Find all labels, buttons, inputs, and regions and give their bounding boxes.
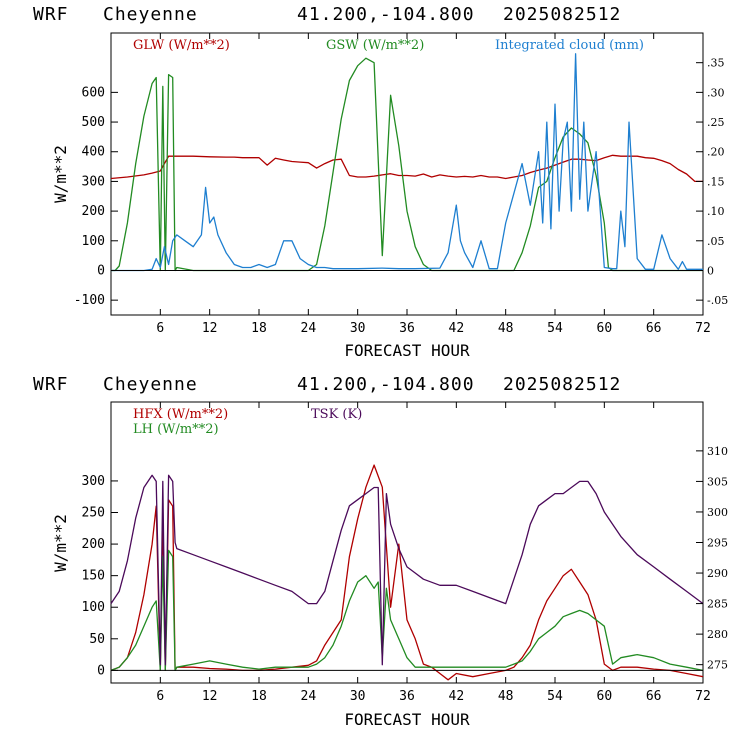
top-y2-tick-label-8: .35 bbox=[707, 57, 725, 70]
top-x-tick-label-1: 12 bbox=[202, 321, 218, 336]
bottom-legend-lh: LH (W/m**2) bbox=[133, 422, 219, 437]
top-x-tick-label-5: 36 bbox=[399, 321, 415, 336]
bottom-y2-tick-label-4: 295 bbox=[707, 537, 728, 550]
top-axis-ticks: 6 12 18 24 30 36 42 48 54 60 66 72 -100 0 100 200 300 400… bbox=[74, 33, 728, 336]
bottom-plot-frame bbox=[110, 401, 704, 684]
top-header-coords: 41.200,-104.800 bbox=[297, 4, 475, 25]
top-x-tick-label-11: 72 bbox=[695, 321, 711, 336]
bottom-chart: WRF Cheyenne 41.200,-104.800 2025082512 … bbox=[33, 374, 728, 729]
bottom-y2-tick-label-7: 310 bbox=[707, 445, 728, 458]
bottom-series-line-0 bbox=[110, 464, 704, 681]
bottom-legend-tsk: TSK (K) bbox=[311, 407, 362, 422]
top-x-tick-label-0: 6 bbox=[156, 321, 164, 336]
top-y-tick-label-5: 400 bbox=[82, 145, 105, 160]
bottom-y-tick-label-3: 150 bbox=[82, 569, 105, 584]
bottom-y2-tick-label-6: 305 bbox=[707, 475, 728, 488]
bottom-y-tick-label-6: 300 bbox=[82, 474, 105, 489]
top-header-run: 2025082512 bbox=[503, 4, 621, 25]
bottom-x-tick-label-6: 42 bbox=[449, 689, 465, 704]
bottom-y-tick-label-4: 200 bbox=[82, 537, 105, 552]
top-series-line-0 bbox=[110, 154, 703, 183]
top-y-tick-label-0: -100 bbox=[74, 293, 105, 308]
bottom-x-tick-label-9: 60 bbox=[597, 689, 613, 704]
bottom-y-axis-label: W/m**2 bbox=[51, 514, 70, 572]
top-series-line-1 bbox=[111, 57, 703, 272]
top-y-tick-label-1: 0 bbox=[97, 263, 105, 278]
top-legend-cloud: Integrated cloud (mm) bbox=[495, 38, 644, 53]
top-y2-tick-label-1: 0 bbox=[707, 264, 714, 277]
top-y-tick-label-7: 600 bbox=[82, 85, 105, 100]
bottom-y2-tick-label-5: 300 bbox=[707, 506, 728, 519]
top-y-tick-label-6: 500 bbox=[82, 115, 105, 130]
top-x-axis-label: FORECAST HOUR bbox=[344, 341, 470, 360]
top-x-tick-label-9: 60 bbox=[597, 321, 613, 336]
bottom-header-location: Cheyenne bbox=[103, 374, 198, 395]
top-x-tick-label-7: 48 bbox=[498, 321, 514, 336]
top-y2-tick-label-3: .10 bbox=[707, 205, 725, 218]
bottom-x-tick-label-2: 18 bbox=[251, 689, 267, 704]
bottom-x-tick-label-8: 54 bbox=[547, 689, 563, 704]
top-y2-tick-label-7: .30 bbox=[707, 86, 725, 99]
bottom-x-tick-label-3: 24 bbox=[301, 689, 317, 704]
top-x-tick-label-6: 42 bbox=[449, 321, 465, 336]
bottom-x-tick-label-4: 30 bbox=[350, 689, 366, 704]
bottom-y-tick-label-1: 50 bbox=[89, 632, 105, 647]
bottom-legend-hfx: HFX (W/m**2) bbox=[133, 407, 228, 422]
bottom-y2-tick-label-3: 290 bbox=[707, 567, 728, 580]
bottom-y-tick-label-0: 0 bbox=[97, 663, 105, 678]
top-y2-tick-label-5: .20 bbox=[707, 146, 725, 159]
top-y-axis-label: W/m**2 bbox=[51, 145, 70, 203]
top-y2-tick-label-2: .05 bbox=[707, 235, 725, 248]
bottom-y2-tick-label-1: 280 bbox=[707, 628, 728, 641]
top-y2-tick-label-0: -.05 bbox=[707, 294, 728, 307]
top-chart: WRF Cheyenne 41.200,-104.800 2025082512 … bbox=[33, 4, 728, 360]
bottom-x-tick-label-5: 36 bbox=[399, 689, 415, 704]
bottom-x-tick-label-1: 12 bbox=[202, 689, 218, 704]
top-x-tick-label-10: 66 bbox=[646, 321, 662, 336]
top-x-tick-label-3: 24 bbox=[301, 321, 317, 336]
bottom-y2-tick-label-2: 285 bbox=[707, 598, 728, 611]
top-series-line-2 bbox=[111, 53, 703, 272]
top-y-tick-label-3: 200 bbox=[82, 204, 105, 219]
top-x-tick-label-4: 30 bbox=[350, 321, 366, 336]
top-y2-tick-label-6: .25 bbox=[707, 116, 725, 129]
top-header-model: WRF bbox=[33, 4, 69, 25]
bottom-header-coords: 41.200,-104.800 bbox=[297, 374, 475, 395]
top-y-tick-label-4: 300 bbox=[82, 174, 105, 189]
top-plot-frame bbox=[110, 32, 704, 316]
top-x-tick-label-8: 54 bbox=[547, 321, 563, 336]
top-legend-glw: GLW (W/m**2) bbox=[133, 38, 230, 53]
top-header-location: Cheyenne bbox=[103, 4, 198, 25]
top-legend-gsw: GSW (W/m**2) bbox=[326, 38, 424, 53]
bottom-header-model: WRF bbox=[33, 374, 69, 395]
bottom-x-tick-label-0: 6 bbox=[156, 689, 164, 704]
bottom-y2-tick-label-0: 275 bbox=[707, 659, 728, 672]
bottom-x-tick-label-11: 72 bbox=[695, 689, 711, 704]
bottom-x-axis-label: FORECAST HOUR bbox=[344, 710, 470, 729]
bottom-series-line-2 bbox=[110, 474, 704, 666]
top-y2-tick-label-4: .15 bbox=[707, 175, 725, 188]
bottom-x-tick-label-10: 66 bbox=[646, 689, 662, 704]
bottom-axis-ticks: 6 12 18 24 30 36 42 48 54 60 66 72 0 50 100 150 200 250 30… bbox=[82, 402, 728, 704]
bottom-y-tick-label-5: 250 bbox=[82, 506, 105, 521]
top-x-tick-label-2: 18 bbox=[251, 321, 267, 336]
bottom-series-lines bbox=[110, 464, 704, 681]
bottom-header-run: 2025082512 bbox=[503, 374, 621, 395]
bottom-y-tick-label-2: 100 bbox=[82, 600, 105, 615]
bottom-series-line-1 bbox=[110, 549, 704, 672]
top-y-tick-label-2: 100 bbox=[82, 234, 105, 249]
bottom-x-tick-label-7: 48 bbox=[498, 689, 514, 704]
top-series-lines bbox=[110, 53, 703, 272]
